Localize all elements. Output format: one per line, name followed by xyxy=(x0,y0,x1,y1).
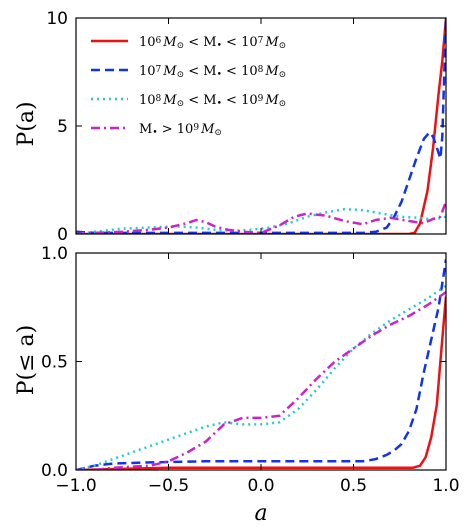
plot-area xyxy=(76,18,446,234)
legend: 106 M⊙ < M• < 107 M⊙ 107 M⊙ < M• < 108 M⊙ 108 M… xyxy=(91,35,286,138)
legend-entry: 108 M⊙ < M• < 109 M⊙ xyxy=(139,93,286,109)
series-line-dashed xyxy=(76,259,446,470)
x-tick-label: 0.0 xyxy=(247,476,274,496)
y-tick-label: 1.0 xyxy=(41,244,68,264)
series-line-solid xyxy=(76,18,446,234)
axes-frame xyxy=(75,17,447,235)
legend-entry: 106 M⊙ < M• < 107 M⊙ xyxy=(139,35,286,51)
plot-area xyxy=(76,259,446,470)
x-tick-label: 0.5 xyxy=(340,476,367,496)
y-tick-label: 0.0 xyxy=(41,461,68,481)
y-tick-label: 5 xyxy=(57,117,68,137)
series-line-dashdot xyxy=(76,201,446,234)
bottom-y-axis-label: P(≤ a) xyxy=(14,325,39,396)
series-line-dashdot xyxy=(76,291,446,470)
top-y-axis-label: P(a) xyxy=(14,101,39,146)
x-axis-label: a xyxy=(254,501,267,526)
x-tick-label: −0.5 xyxy=(148,476,189,496)
axes-frame xyxy=(75,252,447,471)
legend-entry: M• > 109 M⊙ xyxy=(139,122,222,138)
x-tick-label: 1.0 xyxy=(432,476,459,496)
y-tick-label: 10 xyxy=(46,9,68,29)
x-tick-label: −1.0 xyxy=(55,476,96,496)
series-line-dashed xyxy=(76,18,446,234)
y-tick-label: 0 xyxy=(57,225,68,245)
series-line-dotted xyxy=(76,284,446,470)
series-line-solid xyxy=(76,296,446,470)
y-tick-label: 0.5 xyxy=(41,353,68,373)
legend-entry: 107 M⊙ < M• < 108 M⊙ xyxy=(139,64,286,80)
top-panel: P(a) 0 5 10 106 M⊙ < M• < 107 M⊙ 107 M⊙ < M• < … xyxy=(14,9,447,245)
bottom-panel: P(≤ a) a 0.0 0.5 1.0 −1.0 −0.5 0.0 0.5 1.0 xyxy=(14,244,460,526)
